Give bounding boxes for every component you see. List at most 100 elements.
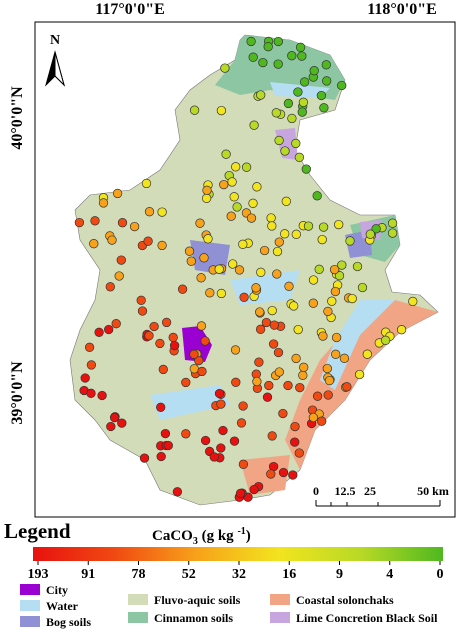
sample-point bbox=[255, 307, 265, 317]
sample-point bbox=[322, 363, 332, 374]
sample-point bbox=[258, 57, 268, 68]
sample-point bbox=[163, 440, 173, 451]
sample-point bbox=[274, 135, 284, 146]
sample-point bbox=[239, 292, 249, 302]
sample-point bbox=[269, 320, 279, 330]
sample-point bbox=[104, 324, 114, 335]
sample-point bbox=[236, 418, 247, 428]
sample-point bbox=[266, 469, 276, 479]
sample-point bbox=[272, 269, 282, 279]
legend-label: City bbox=[46, 583, 68, 597]
sample-point bbox=[342, 382, 352, 392]
scale-label: 0 bbox=[313, 484, 319, 498]
sample-point bbox=[112, 188, 123, 199]
sample-point bbox=[288, 470, 298, 480]
sample-point bbox=[314, 264, 324, 274]
colorbar-title-close: ) bbox=[246, 528, 251, 544]
region-water bbox=[150, 385, 230, 420]
sample-point bbox=[273, 347, 284, 358]
sample-point bbox=[308, 412, 319, 423]
sample-point bbox=[268, 339, 279, 349]
sample-point bbox=[214, 264, 224, 274]
sample-point bbox=[214, 388, 225, 399]
sample-point bbox=[293, 324, 303, 335]
sample-point bbox=[327, 296, 337, 306]
sample-point bbox=[283, 98, 294, 109]
sample-point bbox=[354, 369, 365, 380]
north-arrow-half bbox=[54, 51, 65, 87]
sample-point bbox=[263, 42, 273, 52]
sample-point bbox=[387, 228, 398, 238]
sample-point bbox=[283, 380, 293, 391]
sample-point bbox=[231, 377, 241, 387]
sample-point bbox=[301, 164, 311, 174]
sample-point bbox=[157, 207, 167, 217]
sample-point bbox=[352, 261, 363, 272]
sample-point bbox=[97, 390, 107, 401]
sample-point bbox=[271, 108, 281, 118]
sample-point bbox=[259, 245, 270, 256]
sample-point bbox=[298, 97, 309, 107]
sample-point bbox=[209, 452, 219, 462]
sample-point bbox=[261, 317, 272, 328]
sample-point bbox=[139, 453, 150, 463]
sample-point bbox=[238, 401, 248, 411]
sample-point bbox=[345, 236, 355, 246]
sample-point bbox=[144, 331, 154, 341]
sample-point bbox=[280, 146, 290, 156]
sample-point bbox=[291, 229, 301, 239]
sample-point bbox=[238, 459, 249, 469]
sample-point bbox=[293, 87, 303, 97]
sample-point bbox=[90, 216, 100, 226]
sample-point bbox=[205, 288, 215, 298]
sample-point bbox=[256, 267, 266, 277]
sample-point bbox=[228, 259, 238, 269]
sample-point bbox=[281, 196, 291, 206]
colorbar-tick-label: 16 bbox=[282, 567, 296, 582]
sample-point bbox=[158, 364, 168, 375]
sample-point bbox=[267, 221, 277, 231]
sample-point bbox=[262, 392, 273, 402]
sample-point bbox=[229, 192, 239, 202]
sample-point bbox=[117, 418, 127, 428]
sample-point bbox=[226, 211, 236, 221]
sample-point bbox=[181, 429, 191, 439]
region-city bbox=[182, 326, 212, 362]
sample-point bbox=[289, 301, 299, 311]
colorbar-tick-label: 91 bbox=[81, 567, 95, 582]
sample-point bbox=[331, 349, 341, 359]
colorbar-tick-label: 32 bbox=[232, 567, 246, 582]
sample-point bbox=[317, 234, 327, 245]
colorbar bbox=[33, 547, 443, 561]
sample-point bbox=[318, 222, 329, 232]
sample-point bbox=[319, 103, 329, 113]
sample-point bbox=[196, 273, 206, 283]
sample-point bbox=[160, 428, 171, 439]
sample-point bbox=[199, 253, 209, 263]
sample-point bbox=[278, 467, 289, 478]
sample-point bbox=[295, 382, 305, 393]
sample-point bbox=[194, 355, 204, 366]
sample-point bbox=[294, 152, 305, 162]
sample-point bbox=[309, 66, 319, 76]
sample-point bbox=[149, 321, 159, 332]
sample-point bbox=[84, 342, 95, 352]
colorbar-title: CaCO3 (g kg -1) bbox=[152, 526, 251, 547]
sample-point bbox=[362, 349, 372, 359]
sample-point bbox=[86, 388, 96, 398]
sample-point bbox=[297, 107, 307, 117]
sample-point bbox=[246, 213, 257, 223]
sample-point bbox=[157, 240, 167, 251]
sample-point bbox=[232, 202, 242, 212]
legend-swatch bbox=[270, 594, 290, 605]
sample-point bbox=[144, 207, 155, 217]
sample-point bbox=[201, 193, 212, 203]
sample-point bbox=[80, 373, 90, 383]
sample-point bbox=[189, 105, 200, 115]
sample-point bbox=[339, 353, 350, 363]
scale-label: 50 km bbox=[417, 484, 449, 498]
sample-point bbox=[141, 178, 152, 189]
sample-point bbox=[229, 436, 240, 446]
colorbar-title-unit: (g kg bbox=[198, 528, 238, 544]
